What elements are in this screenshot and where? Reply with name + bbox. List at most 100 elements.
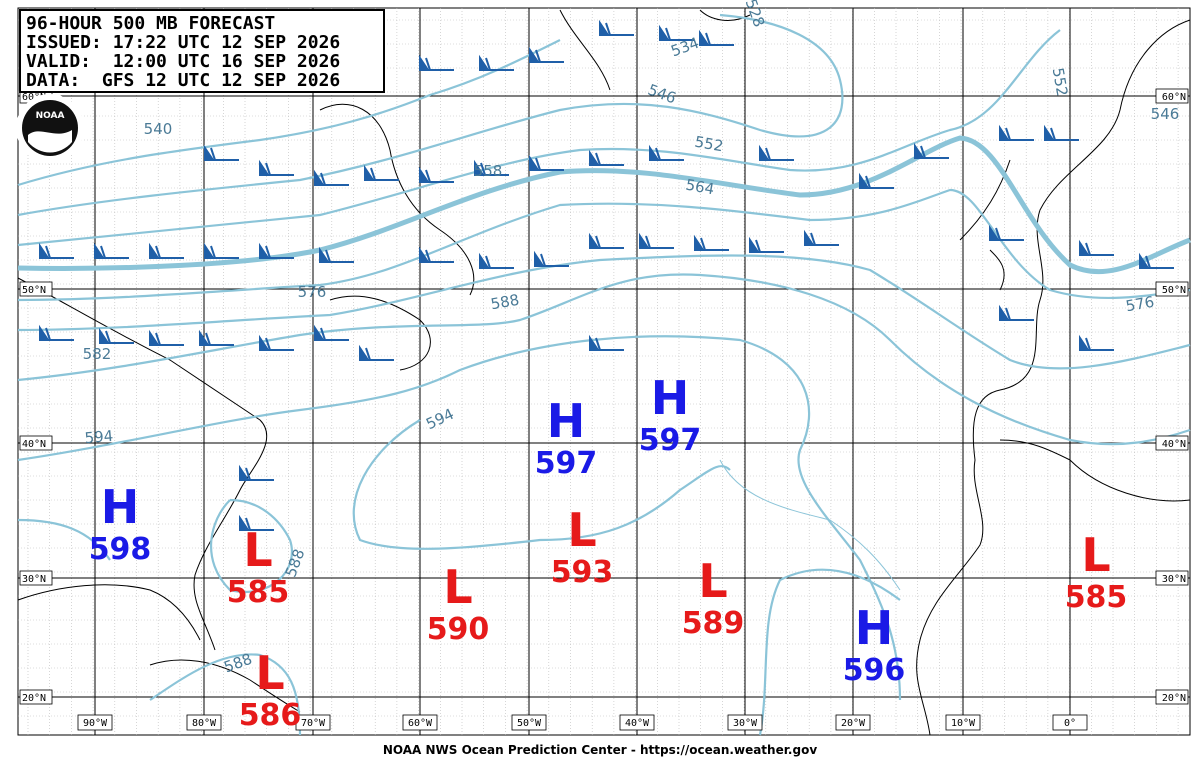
contour-label: 576: [298, 283, 327, 301]
lon-label: 90°W: [83, 718, 108, 729]
pressure-center-type: L: [443, 560, 472, 614]
contour: [17, 518, 901, 736]
wind-barb: [419, 54, 454, 71]
lon-label-box: [727, 714, 763, 731]
barb-flag: [649, 144, 660, 161]
barb-feather: [485, 57, 491, 71]
contour: [17, 254, 1191, 370]
barb-flag: [419, 166, 430, 183]
wind-barb: [314, 324, 349, 341]
wind-barb: [529, 46, 564, 63]
lat-label-box: [1155, 88, 1189, 104]
contour: [17, 273, 1191, 446]
contour: [149, 653, 302, 736]
contour-label: 582: [83, 345, 112, 363]
barb-feather: [480, 162, 486, 176]
barb-feather: [535, 157, 541, 171]
wind-barb: [659, 24, 694, 41]
barb-flag: [204, 144, 215, 161]
barb-feather: [265, 245, 271, 259]
wind-barb: [749, 236, 784, 253]
barb-flag: [419, 54, 430, 71]
barb-flag: [419, 246, 430, 263]
lat-label: 30°N: [22, 574, 46, 585]
wind-barb: [1139, 252, 1174, 269]
barb-flag: [314, 324, 325, 341]
pressure-center-value: 589: [682, 606, 745, 641]
pressure-center-type: H: [547, 394, 586, 448]
header-line: VALID: 12:00 UTC 16 SEP 2026: [26, 51, 340, 72]
wind-barb: [589, 232, 624, 249]
barb-flag: [199, 329, 210, 346]
barb-feather: [1005, 307, 1011, 321]
wind-barb: [364, 164, 399, 181]
barb-flag: [589, 232, 600, 249]
contour: [17, 335, 902, 701]
pressure-center-type: L: [698, 554, 727, 608]
lon-label-box: [77, 714, 113, 731]
barb-feather: [865, 175, 871, 189]
lat-label-box: [1155, 435, 1189, 451]
header-line: 96-HOUR 500 MB FORECAST: [26, 13, 275, 34]
pressure-center-type: L: [255, 646, 284, 700]
barb-feather: [210, 245, 216, 259]
barb-feather: [595, 235, 601, 249]
lon-label-box: [945, 714, 981, 731]
barb-feather: [425, 249, 431, 263]
barb-flag: [364, 164, 375, 181]
wind-barb: [599, 19, 634, 36]
pressure-center-type: L: [1081, 528, 1110, 582]
lat-label: 40°N: [1162, 439, 1186, 450]
lon-label-box: [835, 714, 871, 731]
barb-flag: [239, 514, 250, 531]
barb-flag: [239, 464, 250, 481]
barb-flag: [859, 172, 870, 189]
lon-label: 20°W: [841, 718, 866, 729]
lon-label: 40°W: [625, 718, 650, 729]
contour: [17, 13, 844, 217]
pressure-center-value: 585: [227, 575, 290, 610]
barb-flag: [914, 142, 925, 159]
wind-barb: [239, 514, 274, 531]
logo: NOAA: [16, 94, 84, 162]
wind-barb: [699, 29, 734, 46]
lat-label-box: [19, 281, 53, 297]
barb-flag: [989, 224, 1000, 241]
coast-america: [17, 277, 301, 713]
barb-feather: [45, 327, 51, 341]
barb-flag: [479, 252, 490, 269]
wind-barb: [639, 232, 674, 249]
lat-label-box: [1155, 689, 1189, 705]
barb-flag: [999, 124, 1010, 141]
barb-feather: [765, 147, 771, 161]
barb-flag: [529, 46, 540, 63]
wind-barb: [694, 234, 729, 251]
barb-flag: [699, 29, 710, 46]
map-frame: [17, 7, 1191, 736]
barb-feather: [1050, 127, 1056, 141]
lat-label: 20°N: [1162, 693, 1186, 704]
barb-flag: [149, 242, 160, 259]
lat-label-box: [19, 689, 53, 705]
wind-barbs: [39, 19, 1174, 531]
contour-label: 540: [144, 120, 173, 138]
wind-barb: [319, 246, 354, 263]
contour-label: 588: [489, 291, 520, 314]
pressure-center-value: 598: [89, 532, 152, 567]
coast-british-isles: [959, 159, 1011, 291]
wind-barb: [1079, 334, 1114, 351]
header-box: [19, 9, 385, 93]
wind-barb: [239, 464, 274, 481]
contour-label: 564: [684, 176, 715, 199]
barb-flag: [1079, 239, 1090, 256]
wind-barb: [204, 144, 239, 161]
barb-flag: [1079, 334, 1090, 351]
labels: 90°W 80°W 70°W 60°W 50°W 40°W 30°W 20°W 10°W 0° 60…: [19, 0, 1189, 733]
lon-label-box: [295, 714, 331, 731]
barb-feather: [700, 237, 706, 251]
barb-feather: [365, 347, 371, 361]
pressure-center-value: 596: [843, 653, 906, 688]
wind-barb: [1079, 239, 1114, 256]
barb-feather: [425, 169, 431, 183]
